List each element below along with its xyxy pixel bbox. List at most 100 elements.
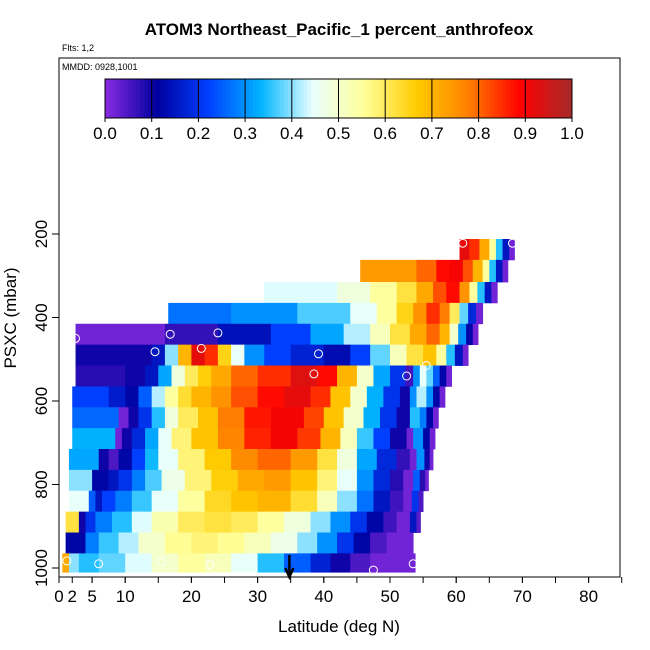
observation-point [421,361,431,370]
heatmap-cell [178,449,206,471]
colorbar-swatch [428,79,433,118]
heatmap-cell [390,323,411,346]
heatmap-cell [323,407,345,429]
heatmap-cell [297,428,321,450]
colorbar-swatch [509,79,515,118]
heatmap-cell [131,469,146,492]
heatmap-cell [429,428,436,450]
y-tick-label: 600 [32,387,51,415]
heatmap-cell [95,511,113,533]
heatmap-cell [433,365,441,387]
observation-point [62,556,72,566]
colorbar-swatch [319,79,324,118]
colorbar-swatch [132,79,137,118]
heatmap-cell [424,449,431,471]
colorbar-swatch [303,79,308,118]
heatmap-cell [257,511,285,533]
heatmap-cell [178,553,206,573]
heatmap-cell [416,511,421,533]
heatmap-cell [426,302,441,325]
colorbar-swatch [136,79,141,118]
heatmap-cell [164,323,219,346]
colorbar-swatch [291,79,297,118]
heatmap-cell [244,344,265,366]
heatmap-cell [376,449,398,471]
heatmap-cell [399,386,411,408]
heatmap-cell [62,553,70,573]
colorbar-swatch [564,79,569,118]
heatmap-cell [413,428,424,450]
heatmap-cell [164,386,179,408]
x-tick-label: 40 [314,587,333,606]
colorbar-swatch [424,79,429,118]
heatmap-cell [433,282,447,304]
colorbar-swatch [252,79,258,118]
colorbar-tick-label: 0.4 [280,124,304,143]
heatmap-cell [297,532,318,554]
colorbar-swatch [350,79,355,118]
heatmap-cell [145,469,163,492]
heatmap-cell [88,490,96,513]
heatmap-cell [231,511,258,533]
colorbar-swatch [404,79,410,118]
heatmap-cell [376,302,398,325]
heatmap-cell [317,469,338,492]
heatmap-cell [370,282,398,304]
heatmap-cell [121,428,133,450]
colorbar-swatch [155,79,160,118]
heatmap-cell [413,302,427,325]
colorbar-swatch [311,79,316,118]
colorbar-swatch [346,79,351,118]
heatmap-cell [244,532,272,554]
colorbar-swatch [474,79,480,118]
heatmap-cell [217,407,245,429]
heatmap-cell [373,490,391,513]
colorbar-swatch [361,79,367,118]
colorbar-swatch [435,79,441,118]
heatmap-cell [257,449,292,471]
heatmap-cell [396,511,411,533]
heatmap-cell [217,323,272,346]
heatmap-cell [390,365,406,387]
colorbar-swatch [540,79,546,118]
heatmap-cell [472,259,484,283]
heatmap-cell [65,511,80,533]
colorbar-swatch [556,79,561,118]
colorbar-swatch [478,79,483,118]
heatmap-cell [383,511,398,533]
heatmap-cell [270,428,298,450]
colorbar-swatch [198,79,203,118]
heatmap-cell [366,511,384,533]
heatmap-cell [85,532,100,554]
heatmap-cell [303,407,325,429]
y-axis-label: PSXC (mbar) [1,267,20,368]
heatmap-cell [211,386,232,408]
heatmap-cell [310,553,331,573]
x-tick-label: 5 [87,587,96,606]
colorbar-swatch [392,79,398,118]
colorbar-swatch [494,79,499,118]
observation-points [62,238,517,575]
observation-point [71,333,80,343]
heatmap-cell [386,532,414,554]
x-tick-label: 70 [513,587,532,606]
heatmap-cell [198,365,212,387]
heatmap-cell [436,259,450,283]
heatmap-cell [390,428,407,450]
heatmap-cell [270,407,305,429]
observation-point [408,559,418,569]
heatmap-cell [396,449,411,471]
colorbar-tick-label: 0.8 [467,124,491,143]
observation-point [205,560,215,570]
heatmap-cell [138,386,153,408]
heatmap-cell [466,323,474,346]
heatmap-cell [426,386,434,408]
heatmap-cell [72,407,119,429]
heatmap-cell [350,386,368,408]
heatmap-cell [449,259,464,283]
colorbar-swatch [248,79,254,118]
colorbar-swatch [412,79,417,118]
heatmap-cell [356,469,374,492]
colorbar-tick-label: 0.3 [233,124,257,143]
heatmap-cell [373,365,391,387]
